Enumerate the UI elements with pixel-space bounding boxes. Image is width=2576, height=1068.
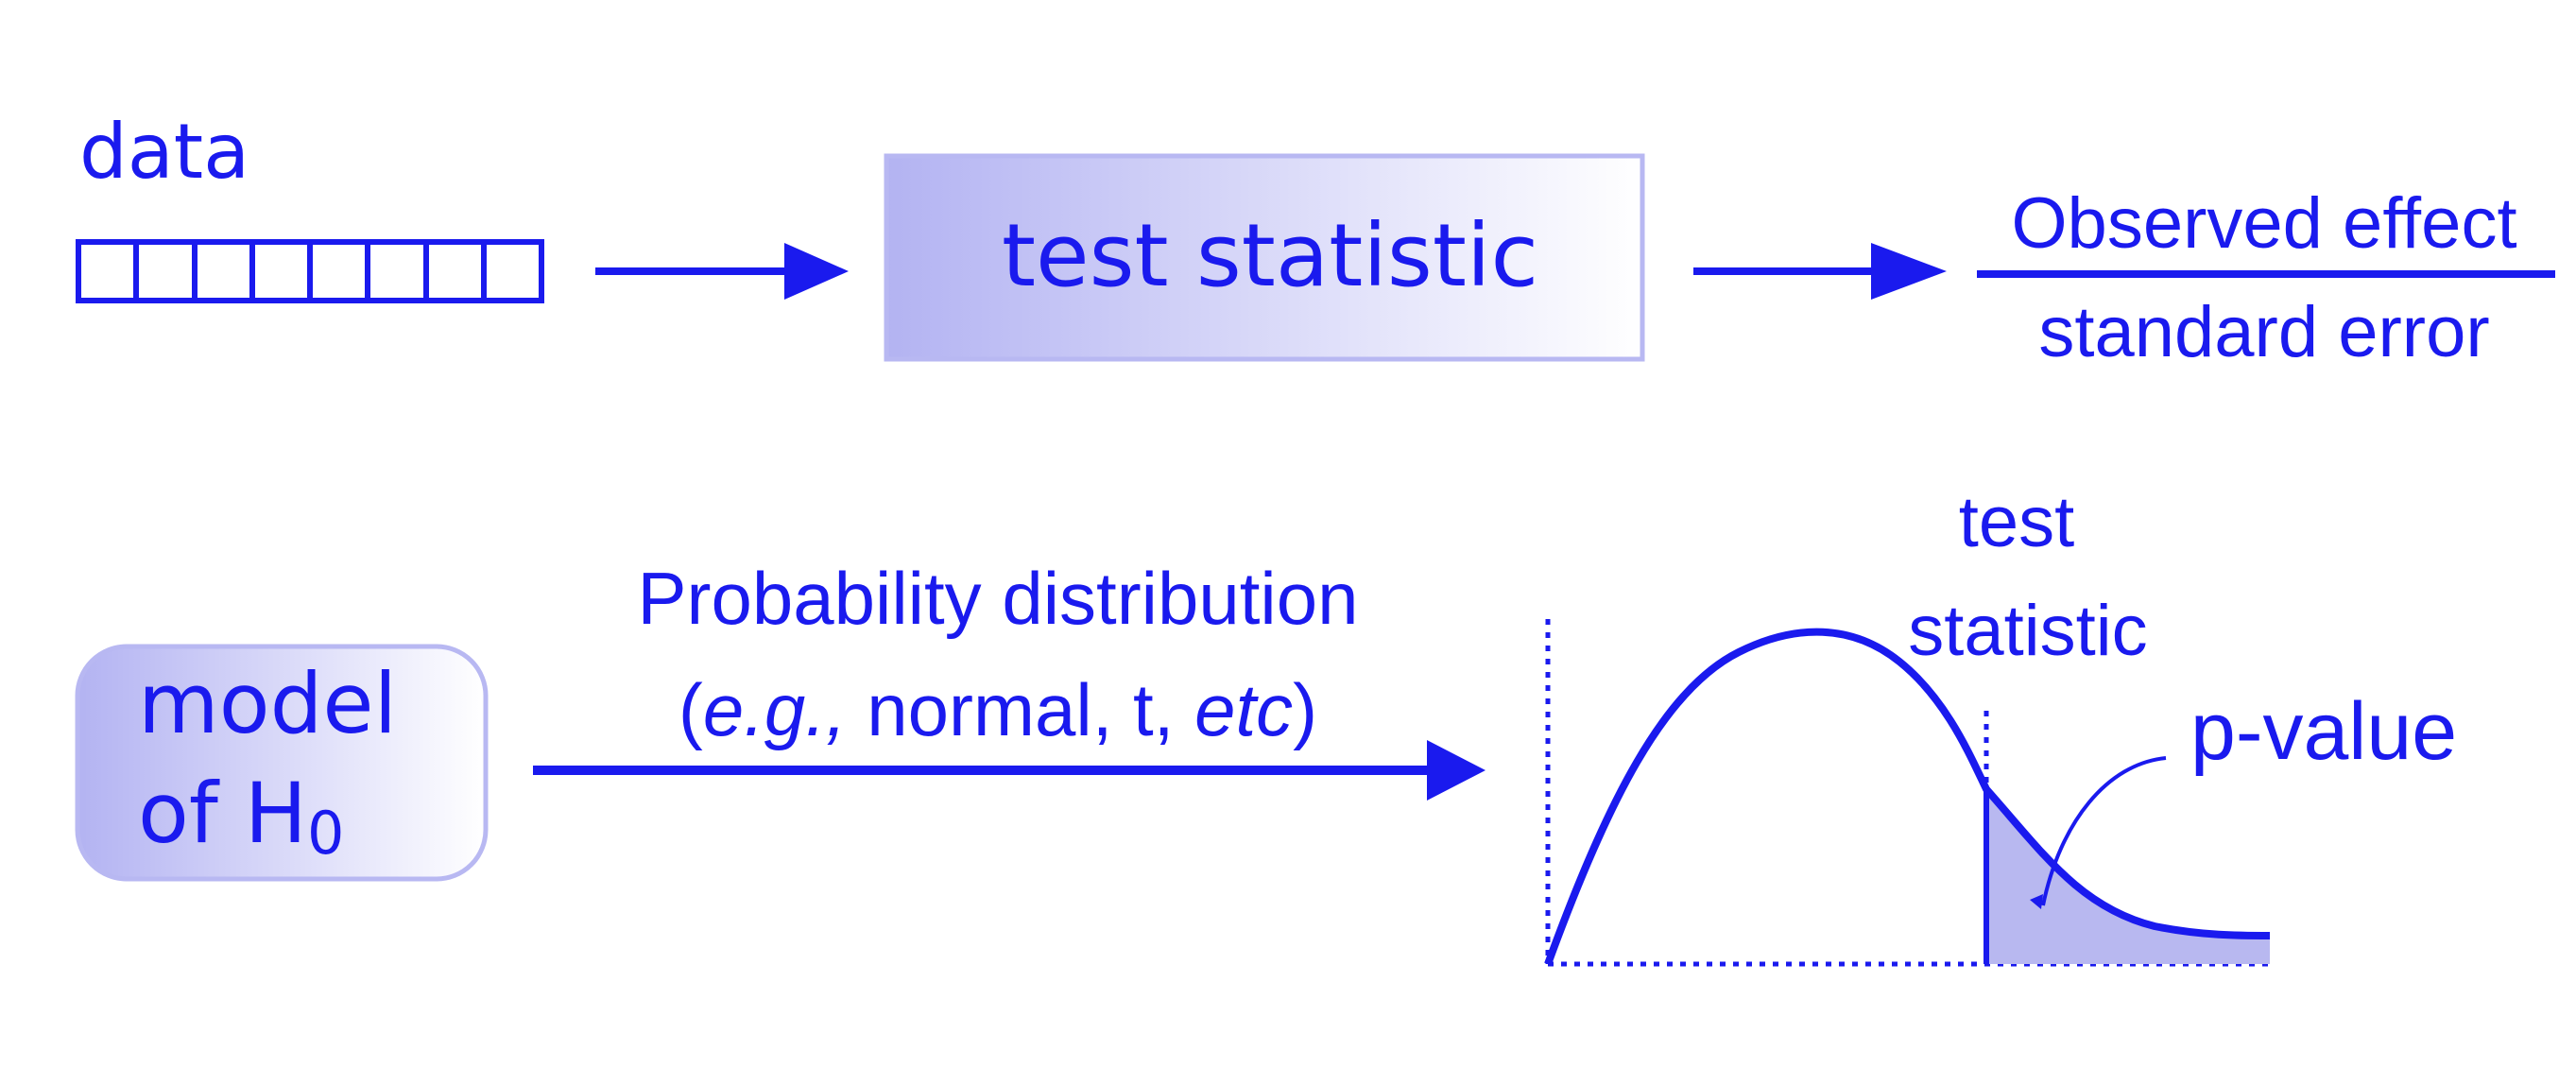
- density-curve: [1544, 628, 2271, 966]
- p-value-pointer: [2041, 756, 2167, 906]
- p-value-tail-area: [1986, 789, 2270, 964]
- model-label-line1: model: [138, 655, 397, 752]
- test-statistic-label-line2: statistic: [1908, 591, 2147, 671]
- distribution-plot: [1544, 619, 2271, 967]
- test-statistic-box-label: test statistic: [1002, 205, 1538, 306]
- model-h0-box: [75, 644, 489, 882]
- h0-subscript: 0: [307, 799, 344, 868]
- model-label-line2: of H0: [138, 765, 344, 868]
- p-value-label: p-value: [2190, 686, 2457, 777]
- test-statistic-label-line1: test: [1959, 482, 2075, 562]
- data-label: data: [79, 108, 249, 196]
- fraction-denominator: standard error: [2038, 292, 2489, 372]
- arrow-statistic-to-fraction: [1693, 243, 1947, 300]
- arrow-model-to-distribution: [533, 740, 1485, 801]
- data-cells: [76, 239, 544, 303]
- arrow-label-line2: (e.g., normal, t, etc): [678, 668, 1317, 751]
- arrow-label-line1: Probability distribution: [637, 557, 1358, 640]
- arrow-data-to-statistic: [595, 243, 849, 300]
- p-value-pointer-head: [2030, 894, 2043, 909]
- test-statistic-box: [884, 153, 1645, 362]
- fraction-numerator: Observed effect: [2011, 183, 2516, 264]
